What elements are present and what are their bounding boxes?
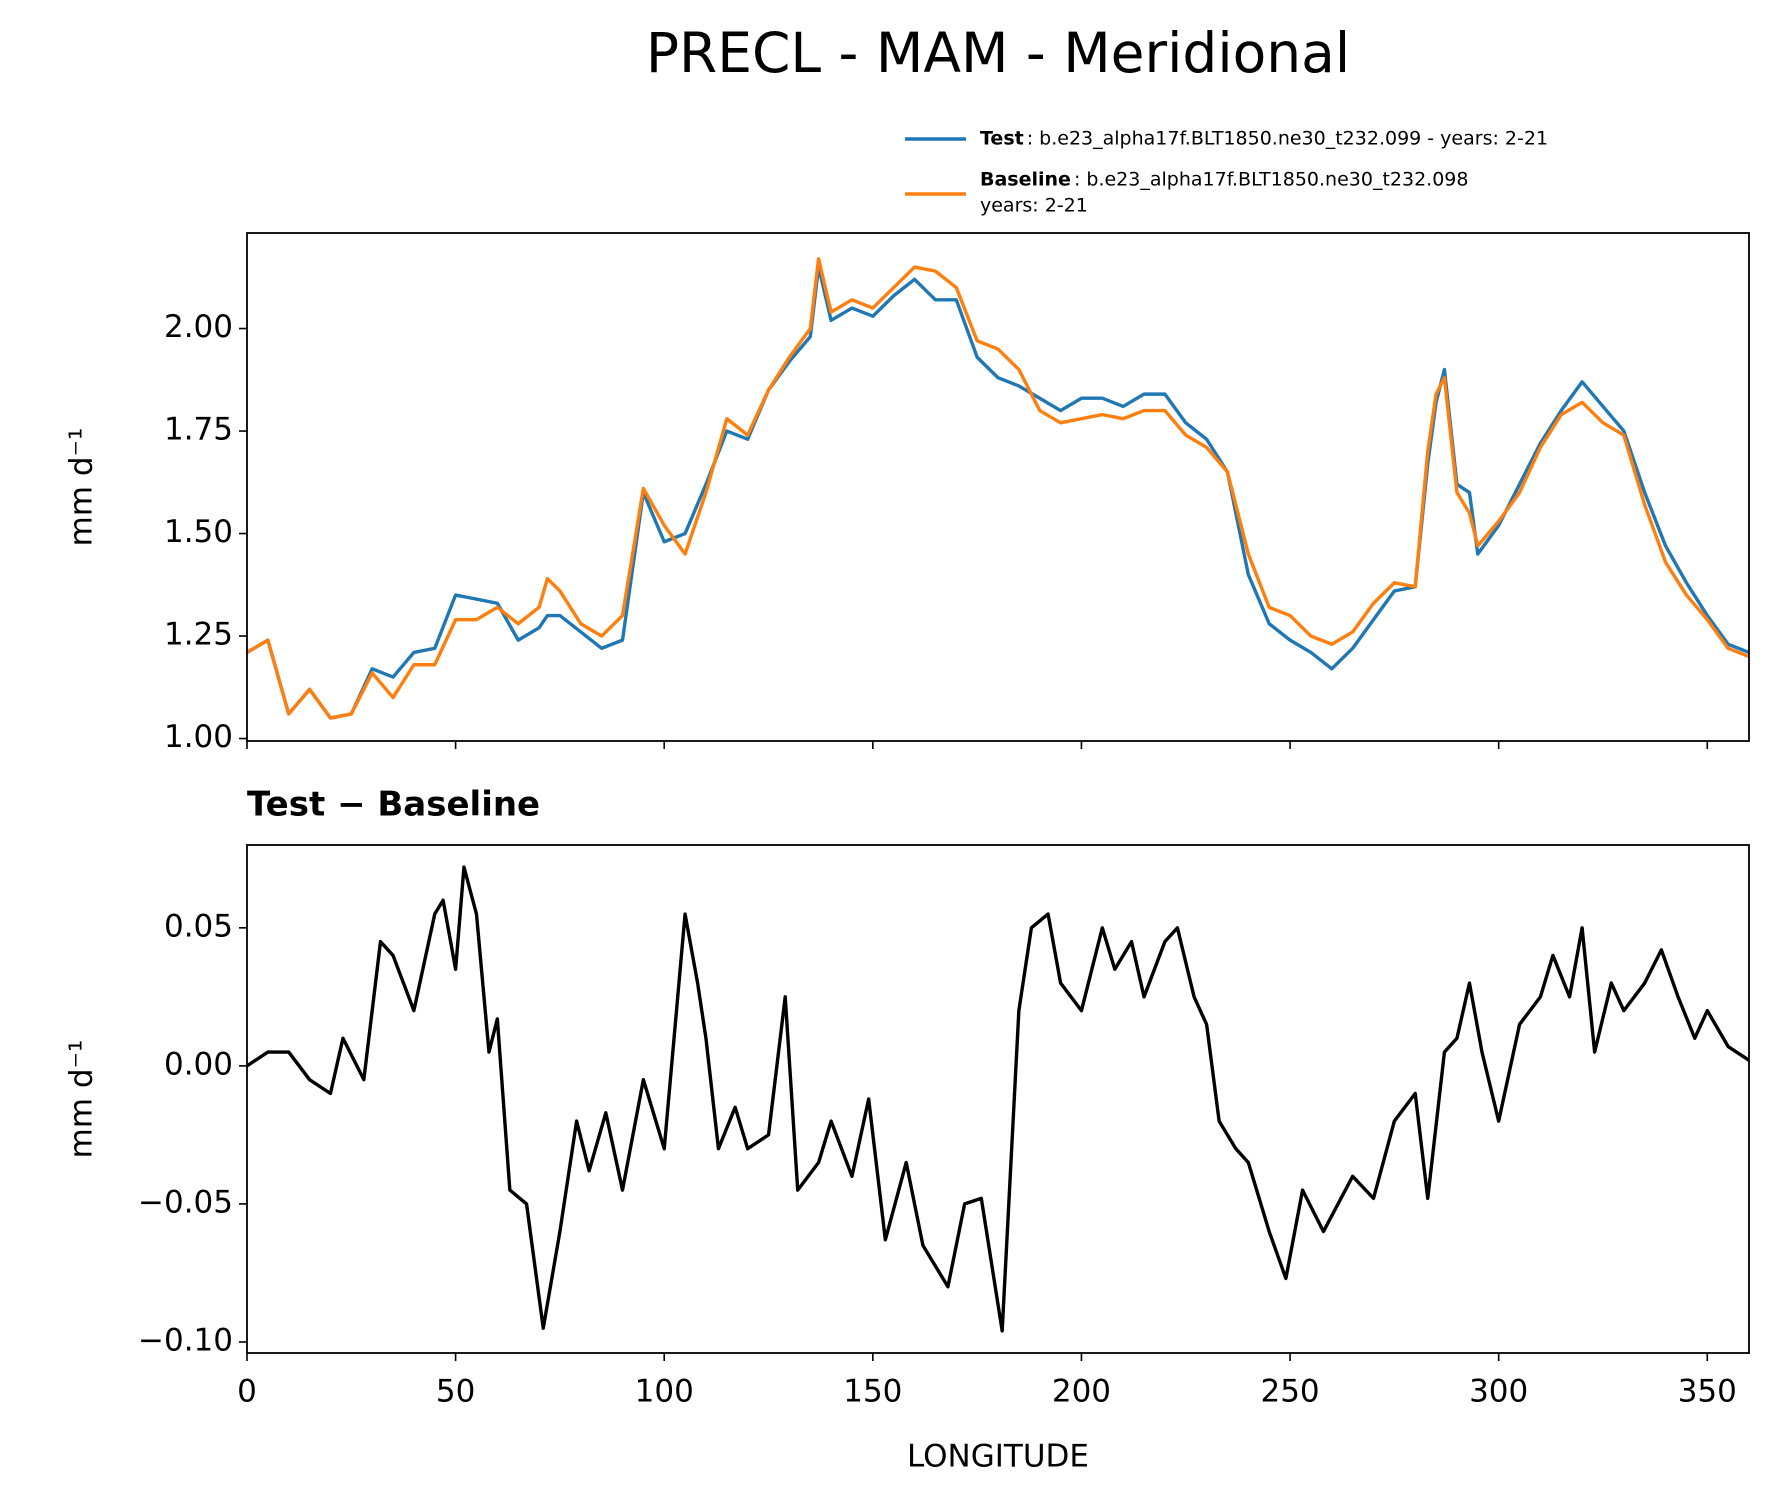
data-line (247, 265, 1749, 720)
figure-title: PRECL - MAM - Meridional (646, 21, 1350, 85)
y-tick-label: 1.50 (164, 514, 233, 550)
plot-area (247, 257, 1749, 720)
y-tick-label: −0.05 (138, 1184, 233, 1220)
data-line (247, 865, 1749, 1333)
x-tick-label: 50 (436, 1374, 475, 1410)
legend-name: Test (980, 128, 1024, 150)
y-tick-label: −0.10 (138, 1322, 233, 1358)
legend-label: years: 2-21 (980, 195, 1088, 217)
axes-frame (246, 844, 1750, 1354)
x-axis-label: LONGITUDE (907, 1439, 1089, 1475)
x-tick-label: 300 (1469, 1374, 1528, 1410)
x-tick-label: 0 (237, 1374, 257, 1410)
legend-name: Baseline (980, 169, 1071, 191)
data-line (247, 257, 1749, 720)
y-axis-label: mm d⁻¹ (64, 1040, 100, 1159)
y-tick-label: 0.05 (164, 908, 233, 944)
y-tick-label: 2.00 (164, 309, 233, 345)
legend-label: : b.e23_alpha17f.BLT1850.ne30_t232.098 (1074, 169, 1469, 191)
x-tick-label: 100 (635, 1374, 694, 1410)
y-axis-label: mm d⁻¹ (64, 428, 100, 547)
y-tick-label: 1.25 (164, 617, 233, 653)
axes-frame (246, 232, 1750, 742)
y-tick-label: 0.00 (164, 1046, 233, 1082)
legend-label: : b.e23_alpha17f.BLT1850.ne30_t232.099 -… (1027, 128, 1548, 150)
y-tick-label: 1.75 (164, 412, 233, 448)
x-tick-label: 150 (843, 1374, 902, 1410)
subplot-title: Test − Baseline (247, 785, 540, 825)
x-tick-label: 200 (1052, 1374, 1111, 1410)
x-tick-label: 250 (1260, 1374, 1319, 1410)
plot-area (247, 865, 1749, 1333)
x-tick-label: 350 (1678, 1374, 1737, 1410)
y-tick-label: 1.00 (164, 719, 233, 755)
